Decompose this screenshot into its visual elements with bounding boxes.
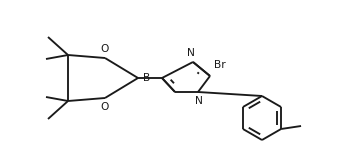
Text: N: N bbox=[195, 96, 203, 106]
Text: O: O bbox=[101, 44, 109, 54]
Text: O: O bbox=[101, 102, 109, 112]
Text: N: N bbox=[187, 48, 195, 58]
Text: Br: Br bbox=[214, 60, 226, 70]
Text: B: B bbox=[143, 73, 150, 83]
